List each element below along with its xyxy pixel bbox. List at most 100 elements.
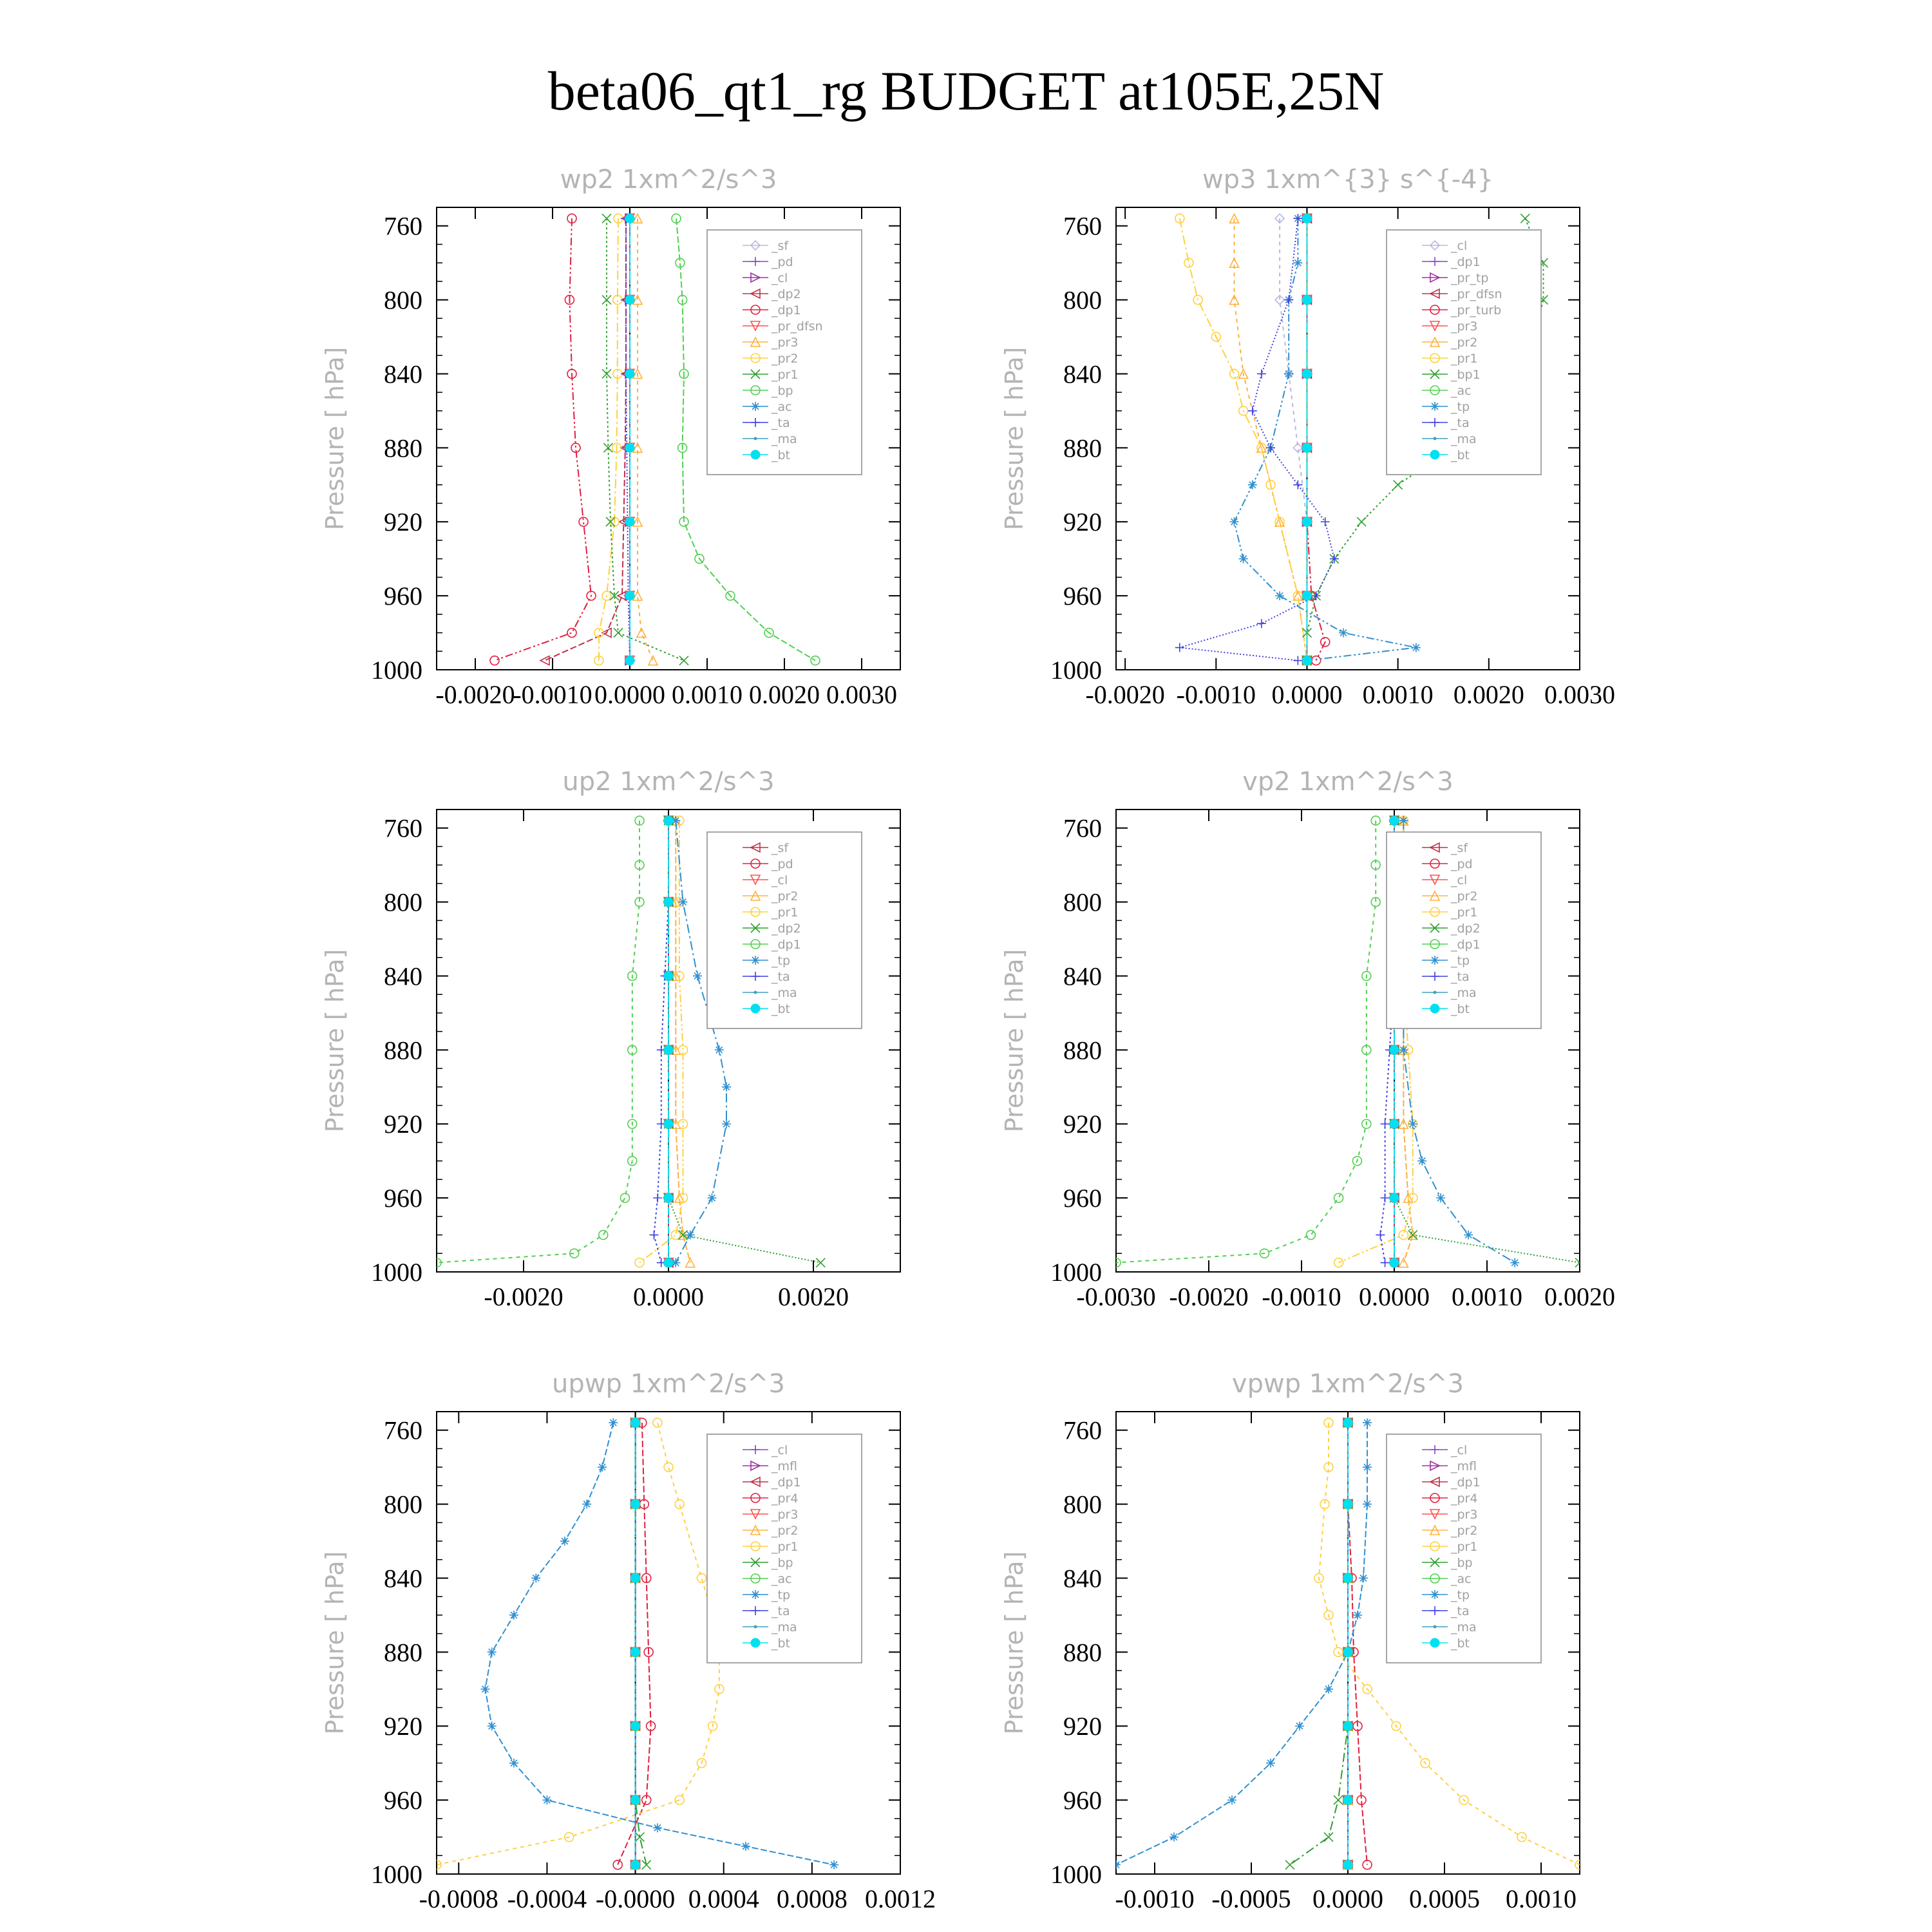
- chart-panel-2: wp3 1xm^{3} s^{-4} Pressure [ hPa] 760 800 8…: [1000, 165, 1615, 709]
- legend-entry: _pr1: [1450, 905, 1477, 920]
- x-tick-label: 0.0005: [1409, 1884, 1480, 1913]
- data-point: [625, 516, 635, 527]
- x-tick-label: 0.0010: [1452, 1282, 1522, 1311]
- data-point: [578, 516, 589, 527]
- legend-marker: [1429, 240, 1441, 251]
- x-tick-label: 0.0030: [1544, 680, 1615, 709]
- chart-title: wp2 1xm^2/s^3: [560, 165, 777, 194]
- legend-entry: _pr2: [1450, 1524, 1477, 1538]
- legend-entry: _dp1: [1450, 255, 1481, 269]
- legend-marker: [750, 1541, 761, 1551]
- data-point: [1411, 643, 1421, 652]
- data-point: [675, 258, 685, 268]
- data-point: [1343, 1417, 1353, 1428]
- legend-entry: _pr2: [771, 352, 798, 366]
- series-group: [1116, 1417, 1580, 1871]
- plot-frame: [1115, 809, 1580, 1273]
- data-point: [1256, 369, 1266, 379]
- data-point: [696, 1757, 707, 1768]
- legend-marker: [1429, 321, 1441, 332]
- data-point: [670, 896, 681, 907]
- legend-entry: _ta: [1450, 416, 1470, 430]
- data-point: [586, 591, 596, 601]
- data-point: [1359, 1573, 1368, 1583]
- legend-marker: [1430, 972, 1439, 981]
- data-point: [1333, 1193, 1344, 1203]
- legend-marker: [750, 1476, 761, 1488]
- y-tick-label: 960: [1063, 1184, 1102, 1213]
- legend-entry: _pr2: [771, 1524, 798, 1538]
- data-point: [1324, 1684, 1333, 1694]
- legend-entry: _cl: [771, 873, 788, 887]
- legend-entry: _pr2: [1450, 336, 1477, 350]
- data-point: [1320, 637, 1331, 647]
- legend-marker: [1430, 1573, 1440, 1584]
- y-axis-label: Pressure [ hPa]: [1000, 949, 1028, 1133]
- data-point: [609, 1418, 618, 1428]
- plot-frame: [1115, 207, 1580, 670]
- data-point: [1343, 1795, 1353, 1805]
- legend-entry: _pr3: [771, 1508, 798, 1522]
- data-point: [1274, 516, 1285, 527]
- data-point: [1302, 627, 1312, 638]
- x-tick-label: -0.0010: [1115, 1884, 1194, 1913]
- series-group: [489, 213, 820, 667]
- legend-entry: _pr4: [1450, 1492, 1477, 1506]
- legend-marker: [751, 956, 760, 965]
- data-point: [1343, 1573, 1353, 1583]
- data-point: [1408, 1193, 1418, 1203]
- legend-marker: [1430, 1590, 1439, 1599]
- chart-title: up2 1xm^2/s^3: [562, 767, 774, 797]
- legend-marker: [750, 321, 761, 332]
- data-point: [693, 971, 702, 981]
- legend-marker: [750, 353, 761, 363]
- data-point: [598, 1229, 609, 1240]
- y-tick-label: 840: [1063, 961, 1102, 990]
- data-point: [634, 860, 645, 870]
- legend-marker: [1429, 288, 1440, 299]
- y-tick-label: 1000: [371, 1258, 422, 1287]
- legend-entry: _pr_tp: [1450, 271, 1488, 285]
- y-tick-label: 1000: [1050, 1860, 1102, 1889]
- legend-entry: _cl: [1450, 873, 1467, 887]
- legend: _cl _mfl _dp1 _pr4 _pr3 _pr2 _pr1 _bp _ac _tp _ta _…: [706, 1434, 862, 1663]
- data-point: [630, 1795, 641, 1805]
- data-point: [601, 213, 612, 223]
- legend-entry: _pr1: [1450, 1540, 1477, 1554]
- data-point: [1459, 1795, 1469, 1805]
- data-point: [645, 1721, 656, 1732]
- data-point: [1464, 1230, 1473, 1240]
- legend-box: [1386, 229, 1542, 475]
- legend-marker: [751, 257, 760, 266]
- data-point: [694, 553, 705, 564]
- data-point: [1333, 1647, 1343, 1658]
- data-point: [567, 368, 577, 379]
- legend-marker: [1429, 842, 1440, 853]
- series-line-pr1: [1179, 218, 1308, 661]
- legend-marker: [750, 1524, 761, 1535]
- data-point: [722, 1082, 731, 1092]
- data-point: [1343, 1499, 1353, 1510]
- legend-marker: [753, 990, 757, 994]
- series-line-tp: [1116, 1423, 1368, 1866]
- legend-marker: [1430, 257, 1439, 266]
- y-tick-label: 1000: [371, 656, 422, 685]
- data-point: [634, 896, 645, 907]
- data-point: [725, 591, 735, 601]
- legend-entry: _cl: [771, 1443, 788, 1457]
- y-tick-label: 840: [384, 359, 422, 388]
- data-point: [1170, 1832, 1179, 1842]
- legend-marker: [1430, 369, 1440, 379]
- data-point: [707, 1193, 717, 1203]
- legend-marker: [750, 1573, 761, 1584]
- legend-entry: _cl: [1450, 239, 1467, 253]
- data-point: [652, 1823, 662, 1833]
- series-line-pr3: [637, 218, 654, 661]
- legend-marker: [750, 240, 761, 251]
- data-point: [663, 1119, 674, 1129]
- legend-marker: [751, 1606, 760, 1615]
- legend-entry: _ma: [1450, 432, 1477, 446]
- series-line-pr1: [437, 1422, 720, 1866]
- data-point: [641, 1795, 652, 1805]
- legend-entry: _sf: [1450, 841, 1468, 855]
